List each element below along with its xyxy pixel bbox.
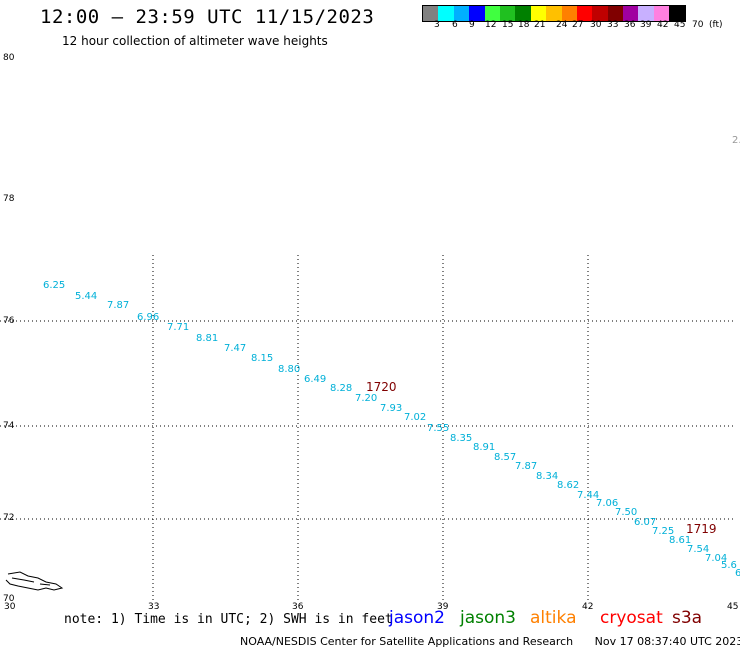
scale-label: 9	[469, 20, 475, 30]
scale-swatch	[453, 6, 470, 21]
swh-value: 5.44	[75, 291, 97, 302]
latitude-label: 80	[3, 53, 15, 63]
scale-swatch	[530, 6, 547, 21]
scale-label: 33	[607, 20, 619, 30]
scale-label: (ft)	[709, 20, 723, 30]
edge-value-label: 2.	[732, 135, 740, 146]
time-mark: 1720	[366, 380, 397, 394]
scale-swatch	[653, 6, 670, 21]
longitude-label: 30	[4, 602, 16, 612]
scale-label: 6	[452, 20, 458, 30]
swh-value: 7.55	[427, 423, 449, 434]
scale-label: 15	[502, 20, 514, 30]
swh-value: 7.93	[380, 403, 402, 414]
swh-value: 8.15	[251, 353, 273, 364]
satellite-track: 6.25 5.44 7.87 6.96 7.71 8.81 7.47 8.15 8.80 6.49…	[43, 280, 740, 579]
scale-swatch	[499, 6, 516, 21]
swh-value: 6.07	[634, 517, 656, 528]
scale-swatch	[638, 6, 654, 21]
swh-value: 8.62	[557, 480, 579, 491]
axis-labels: 30 33 36 39 42 45 80 78 76 74 72 70	[3, 53, 738, 612]
swh-value: 7.71	[167, 322, 189, 333]
scale-label: 39	[640, 20, 652, 30]
swh-value: 6.25	[43, 280, 65, 291]
longitude-label: 45	[727, 602, 738, 612]
time-marks: 1720 1719	[366, 380, 717, 536]
scale-swatch	[623, 6, 639, 21]
latitude-label: 74	[3, 421, 15, 431]
longitude-label: 39	[437, 602, 449, 612]
scale-label: 70	[692, 20, 704, 30]
time-mark: 1719	[686, 522, 717, 536]
swh-value: 7.06	[596, 498, 618, 509]
swh-value: 7.87	[107, 300, 129, 311]
footer-org: NOAA/NESDIS Center for Satellite Applica…	[240, 635, 574, 648]
map-title: 12:00 – 23:59 UTC 11/15/2023	[40, 6, 375, 28]
scale-label: 3	[434, 20, 440, 30]
scale-label: 18	[518, 20, 530, 30]
scale-swatch	[438, 6, 454, 21]
swh-value: 8.34	[536, 471, 558, 482]
footer: NOAA/NESDIS Center for Satellite Applica…	[240, 635, 740, 648]
swh-value: 7.47	[224, 343, 246, 354]
latitude-label: 76	[3, 316, 15, 326]
scale-swatch	[469, 6, 485, 21]
swh-value: 6	[735, 568, 740, 579]
note-text: note: 1) Time is in UTC; 2) SWH is in fe…	[64, 612, 393, 627]
swh-value: 7.44	[577, 490, 599, 501]
swh-value: 7.04	[705, 553, 727, 564]
scale-swatch	[546, 6, 562, 21]
swh-value: 5.6	[721, 560, 737, 571]
scale-swatch	[576, 6, 593, 21]
scale-swatch	[423, 6, 439, 21]
map-subtitle: 12 hour collection of altimeter wave hei…	[62, 34, 328, 48]
lat-lon-grid	[0, 255, 735, 600]
scale-label: 36	[624, 20, 636, 30]
swh-value: 7.20	[355, 393, 377, 404]
footer-timestamp: Nov 17 08:37:40 UTC 2023	[594, 635, 740, 648]
swh-value: 7.87	[515, 461, 537, 472]
latitude-label: 72	[3, 513, 14, 523]
scale-label: 42	[657, 20, 669, 30]
scale-swatch	[669, 6, 685, 21]
swh-value: 8.91	[473, 442, 495, 453]
latitude-label: 70	[3, 594, 15, 604]
longitude-label: 33	[148, 602, 159, 612]
swh-value: 8.81	[196, 333, 218, 344]
swh-value: 6.49	[304, 374, 326, 385]
scale-swatch	[592, 6, 608, 21]
swh-value: 8.35	[450, 433, 472, 444]
legend-altika: altika	[530, 608, 577, 628]
longitude-label: 36	[292, 602, 304, 612]
longitude-label: 42	[582, 602, 593, 612]
scale-label: 21	[534, 20, 546, 30]
scale-label: 45	[674, 20, 686, 30]
swh-value: 7.25	[652, 526, 674, 537]
legend-jason2: jason2	[389, 608, 445, 628]
scale-label: 24	[556, 20, 568, 30]
latitude-label: 78	[3, 194, 15, 204]
swh-value: 8.28	[330, 383, 352, 394]
scale-swatch	[484, 6, 500, 21]
swh-value: 7.02	[404, 412, 426, 423]
scale-label: 30	[590, 20, 602, 30]
scale-label: 12	[485, 20, 497, 30]
swh-value: 8.80	[278, 364, 300, 375]
scale-swatch	[515, 6, 531, 21]
swh-value: 6.96	[137, 312, 159, 323]
legend-jason3: jason3	[460, 608, 516, 628]
legend-s3a: s3a	[672, 608, 703, 628]
legend-cryosat: cryosat	[600, 608, 663, 628]
scale-swatch	[561, 6, 577, 21]
swh-value: 7.54	[687, 544, 709, 555]
scale-swatch	[607, 6, 624, 21]
swh-value: 8.61	[669, 535, 691, 546]
wave-height-color-scale	[422, 5, 686, 22]
swh-value: 7.50	[615, 507, 637, 518]
coastline-outline	[5, 571, 64, 591]
scale-label: 27	[572, 20, 584, 30]
swh-value: 8.57	[494, 452, 516, 463]
